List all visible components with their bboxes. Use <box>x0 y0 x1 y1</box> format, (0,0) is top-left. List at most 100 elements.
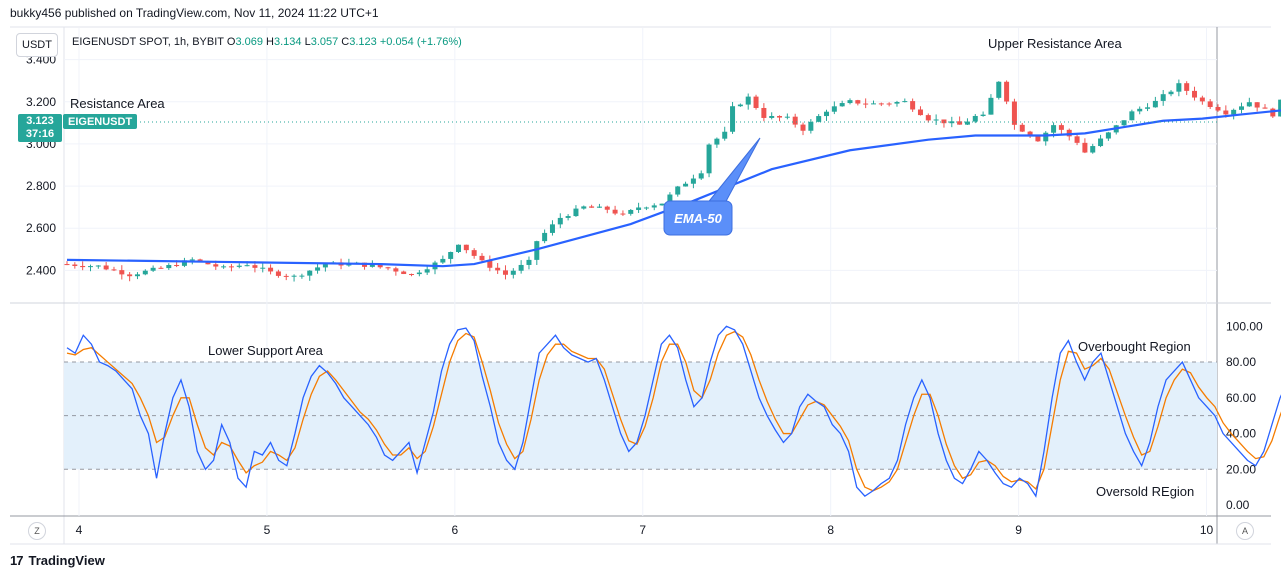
candle-body <box>213 264 219 267</box>
candle-body <box>401 271 407 275</box>
ema-50-line <box>66 109 1281 268</box>
candle-body <box>409 274 415 276</box>
candle-body <box>142 270 148 275</box>
candle-body <box>863 103 869 105</box>
candle-body <box>134 274 140 277</box>
candle-body <box>236 265 242 267</box>
candle-body <box>1231 109 1237 115</box>
tradingview-brand: TradingView <box>28 553 105 568</box>
candle-body <box>573 208 579 217</box>
candle-body <box>636 207 642 210</box>
stoch-tick-label: 100.00 <box>1226 319 1263 333</box>
candle-body <box>1168 91 1174 95</box>
candle-body <box>604 206 610 210</box>
candle-body <box>886 103 892 105</box>
candle-body <box>111 269 117 271</box>
legend-open-label: O <box>226 36 236 48</box>
price-tick-label: 2.400 <box>26 263 56 277</box>
candle-body <box>620 213 626 215</box>
candle-body <box>385 267 391 269</box>
legend-high: 3.134 <box>273 36 302 48</box>
candle-body <box>1051 125 1057 133</box>
candle-body <box>910 101 916 110</box>
candle-body <box>659 203 665 206</box>
candle-body <box>769 116 775 118</box>
candle-body <box>275 271 281 276</box>
candle-body <box>479 255 485 261</box>
candle-body <box>1239 106 1244 110</box>
annotation-lower-support: Lower Support Area <box>208 343 324 358</box>
bar-countdown: 37:16 <box>25 128 55 140</box>
a-button[interactable]: A <box>1236 522 1254 540</box>
candle-body <box>1152 100 1158 108</box>
candle-body <box>878 103 884 105</box>
candle-body <box>1192 90 1198 98</box>
candle-body <box>307 270 313 276</box>
candle-body <box>941 119 947 124</box>
z-button[interactable]: Z <box>28 522 46 540</box>
candle-body <box>95 265 101 267</box>
candle-body <box>917 109 923 116</box>
candle-body <box>1004 81 1010 102</box>
candle-body <box>1027 131 1033 137</box>
tradingview-logo[interactable]: 17 TradingView <box>10 553 105 568</box>
candle-body <box>714 138 720 145</box>
candle-body <box>510 270 516 275</box>
annotation-resistance-area: Resistance Area <box>70 96 165 111</box>
candle-body <box>581 206 587 209</box>
candle-body <box>1090 146 1096 153</box>
legend-close: 3.123 <box>349 36 377 48</box>
stoch-tick-label: 20.00 <box>1226 462 1256 476</box>
ohlc-legend: EIGENUSDT SPOT, 1h, BYBIT O3.069 H3.134 … <box>72 36 462 48</box>
candle-body <box>1082 142 1088 153</box>
x-tick-label: 7 <box>639 523 646 537</box>
annotation-overbought: Overbought Region <box>1078 339 1191 354</box>
price-tick-label: 2.800 <box>26 179 56 193</box>
stoch-k-line <box>66 325 1281 498</box>
legend-symbol: EIGENUSDT SPOT, 1h, BYBIT <box>72 36 224 48</box>
annotation-oversold: Oversold REgion <box>1096 484 1194 499</box>
legend-close-label: C <box>341 36 350 48</box>
candle-body <box>1129 111 1135 121</box>
candle-body <box>1019 124 1025 132</box>
candle-body <box>902 101 908 103</box>
candle-body <box>1270 108 1276 117</box>
candle-body <box>1066 129 1072 137</box>
candle-body <box>291 275 297 277</box>
candle-body <box>1223 110 1229 115</box>
candle-body <box>722 131 728 139</box>
candle-body <box>463 244 469 251</box>
price-tick-label: 3.200 <box>26 95 56 109</box>
candle-body <box>1246 102 1252 107</box>
candle-body <box>197 259 203 262</box>
candle-body <box>808 121 814 131</box>
candle-body <box>181 260 187 266</box>
candle-body <box>299 275 305 277</box>
candle-body <box>440 258 446 263</box>
candle-body <box>189 259 195 261</box>
candle-body <box>589 206 595 208</box>
candle-body <box>87 266 93 268</box>
candle-body <box>166 265 172 269</box>
candle-body <box>831 106 837 112</box>
ema-callout-box <box>663 200 733 236</box>
legend-change: +0.054 (+1.76%) <box>379 36 462 48</box>
currency-button[interactable]: USDT <box>16 33 58 57</box>
candle-body <box>416 272 422 275</box>
candle-body <box>424 269 430 273</box>
candle-body <box>244 265 250 267</box>
candle-body <box>228 266 234 268</box>
candle-body <box>549 224 555 233</box>
candle-body <box>456 244 461 253</box>
candle-body <box>1176 83 1182 92</box>
candle-body <box>252 265 258 268</box>
candle-body <box>925 115 931 121</box>
candle-body <box>174 265 180 267</box>
candle-body <box>369 264 375 267</box>
candle-body <box>894 102 900 104</box>
candle-body <box>824 111 830 117</box>
candle-body <box>119 270 125 275</box>
last-price: 3.123 <box>26 115 54 127</box>
candle-body <box>1043 132 1049 142</box>
